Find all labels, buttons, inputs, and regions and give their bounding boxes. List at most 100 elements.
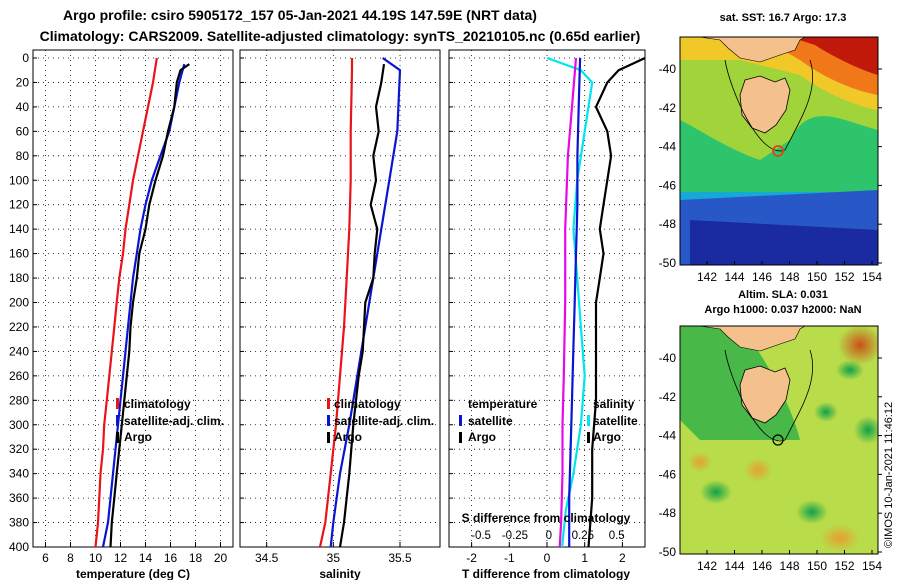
x-tick-label: 14	[139, 551, 153, 565]
legend-swatch-sat	[327, 415, 330, 426]
series-s-argo	[568, 57, 582, 547]
depth-tick-label: 360	[9, 491, 29, 505]
tdiff-xlabel: T difference from climatology	[462, 567, 630, 580]
lon-tick-label: 144	[724, 559, 744, 573]
x-tick-label: 18	[189, 551, 203, 565]
legend-swatch-argo	[459, 432, 462, 443]
salinity-panel: 34.5 35 35.5 salinity climatology satellit…	[239, 49, 441, 580]
temperature-xlabel: temperature (deg C)	[76, 567, 190, 580]
lat-tick-label: -48	[659, 506, 677, 520]
x-tick-label: 20	[214, 551, 228, 565]
series-t-argo	[587, 57, 645, 547]
depth-tick-label: 40	[16, 100, 30, 114]
depth-tick-label: 280	[9, 393, 29, 407]
salinity-xlabel: salinity	[319, 567, 361, 580]
depth-tick-label: 220	[9, 320, 29, 334]
legend-item-sat: satellite-adj. clim.	[334, 414, 434, 428]
lat-tick-label: -50	[659, 256, 677, 270]
lat-tick-label: -44	[659, 429, 677, 443]
series-climatology	[318, 58, 354, 547]
lat-tick-label: -44	[659, 140, 677, 154]
legend-item-satellite: satellite	[468, 414, 513, 428]
legend-swatch-argo	[587, 432, 590, 443]
x-tick-label: 12	[114, 551, 128, 565]
lat-tick-label: -40	[659, 62, 677, 76]
lon-tick-label: 152	[834, 559, 854, 573]
lon-tick-label: 154	[862, 559, 882, 573]
sdiff-tick-label: 0.25	[572, 530, 594, 542]
footer-timestamp: ©IMOS 10-Jan-2021 11:46:12	[883, 402, 895, 548]
depth-tick-label: 260	[9, 369, 29, 383]
title-line-2: Climatology: CARS2009. Satellite-adjuste…	[40, 28, 641, 44]
series-argo	[109, 63, 190, 547]
legend-swatch-clim	[327, 398, 330, 409]
depth-tick-label: 400	[9, 540, 29, 554]
x-tick-label: 6	[42, 551, 49, 565]
x-tick-label: 8	[67, 551, 74, 565]
legend-swatch-clim	[116, 398, 119, 409]
sdiff-tick-label: -0.5	[471, 530, 491, 542]
legend-title-salinity: salinity	[593, 397, 635, 411]
lon-tick-label: 146	[752, 270, 772, 284]
temperature-legend: climatology satellite-adj. clim. Argo	[116, 397, 224, 444]
depth-axis: 0 20 40 60 80 100 120 140 160 180 200 220 240 260 280 3…	[9, 51, 29, 554]
x-tick-label: 35.5	[388, 551, 412, 565]
series-s-satellite	[558, 57, 578, 547]
legend-item-argo: Argo	[593, 430, 621, 444]
legend-item-argo: Argo	[124, 430, 152, 444]
depth-tick-label: 380	[9, 516, 29, 530]
x-tick-label: 0	[544, 551, 551, 565]
x-tick-label: 1	[581, 551, 588, 565]
depth-tick-label: 160	[9, 247, 29, 261]
series-satellite-adj-clim	[329, 57, 402, 547]
sst-map: sat. SST: 16.7 Argo: 17.3 142 144 146 148 15…	[659, 12, 883, 284]
legend-item-argo: Argo	[468, 430, 496, 444]
title-line-1: Argo profile: csiro 5905172_157 05-Jan-2…	[63, 7, 537, 23]
depth-tick-label: 340	[9, 467, 29, 481]
x-tick-label: -1	[504, 551, 515, 565]
lat-tick-label: -48	[659, 217, 677, 231]
lat-tick-label: -46	[659, 178, 677, 192]
depth-tick-label: 120	[9, 198, 29, 212]
sla-map-title-1: Altim. SLA: 0.031	[738, 289, 828, 301]
depth-tick-label: 300	[9, 418, 29, 432]
argo-location-marker	[772, 145, 784, 157]
x-tick-label: -2	[466, 551, 477, 565]
lat-tick-label: -42	[659, 101, 677, 115]
depth-tick-label: 0	[22, 51, 29, 65]
sdiff-tick-label: 0.5	[609, 530, 625, 542]
x-tick-label: 10	[89, 551, 103, 565]
depth-tick-label: 320	[9, 442, 29, 456]
difference-legend-salinity: salinity satellite Argo	[587, 397, 638, 444]
x-tick-label: 2	[619, 551, 626, 565]
depth-tick-label: 200	[9, 296, 29, 310]
legend-item-clim: climatology	[124, 397, 191, 411]
lon-tick-label: 142	[697, 559, 717, 573]
lon-tick-label: 148	[779, 559, 799, 573]
lon-tick-label: 148	[779, 270, 799, 284]
lat-tick-label: -42	[659, 390, 677, 404]
legend-swatch-argo	[116, 432, 119, 443]
lat-tick-label: -46	[659, 467, 677, 481]
difference-legend-temperature: temperature satellite Argo	[459, 397, 538, 444]
legend-swatch-sat	[116, 415, 119, 426]
sdiff-axis-label: S difference from climatology	[462, 511, 631, 525]
legend-item-argo: Argo	[334, 430, 362, 444]
lat-tick-label: -50	[659, 545, 677, 559]
x-tick-label: 34.5	[255, 551, 279, 565]
salinity-legend: climatology satellite-adj. clim. Argo	[327, 397, 434, 444]
depth-tick-label: 80	[16, 149, 30, 163]
sst-map-title: sat. SST: 16.7 Argo: 17.3	[720, 12, 847, 24]
depth-tick-label: 180	[9, 271, 29, 285]
x-tick-label: 35	[327, 551, 341, 565]
depth-tick-label: 60	[16, 124, 30, 138]
series-argo	[338, 63, 386, 547]
lon-tick-label: 150	[807, 559, 827, 573]
lon-tick-label: 154	[862, 270, 882, 284]
lon-tick-label: 152	[834, 270, 854, 284]
lat-tick-label: -40	[659, 351, 677, 365]
series-climatology	[94, 57, 158, 547]
sla-map-title-2: Argo h1000: 0.037 h2000: NaN	[704, 304, 861, 316]
legend-item-clim: climatology	[334, 397, 401, 411]
